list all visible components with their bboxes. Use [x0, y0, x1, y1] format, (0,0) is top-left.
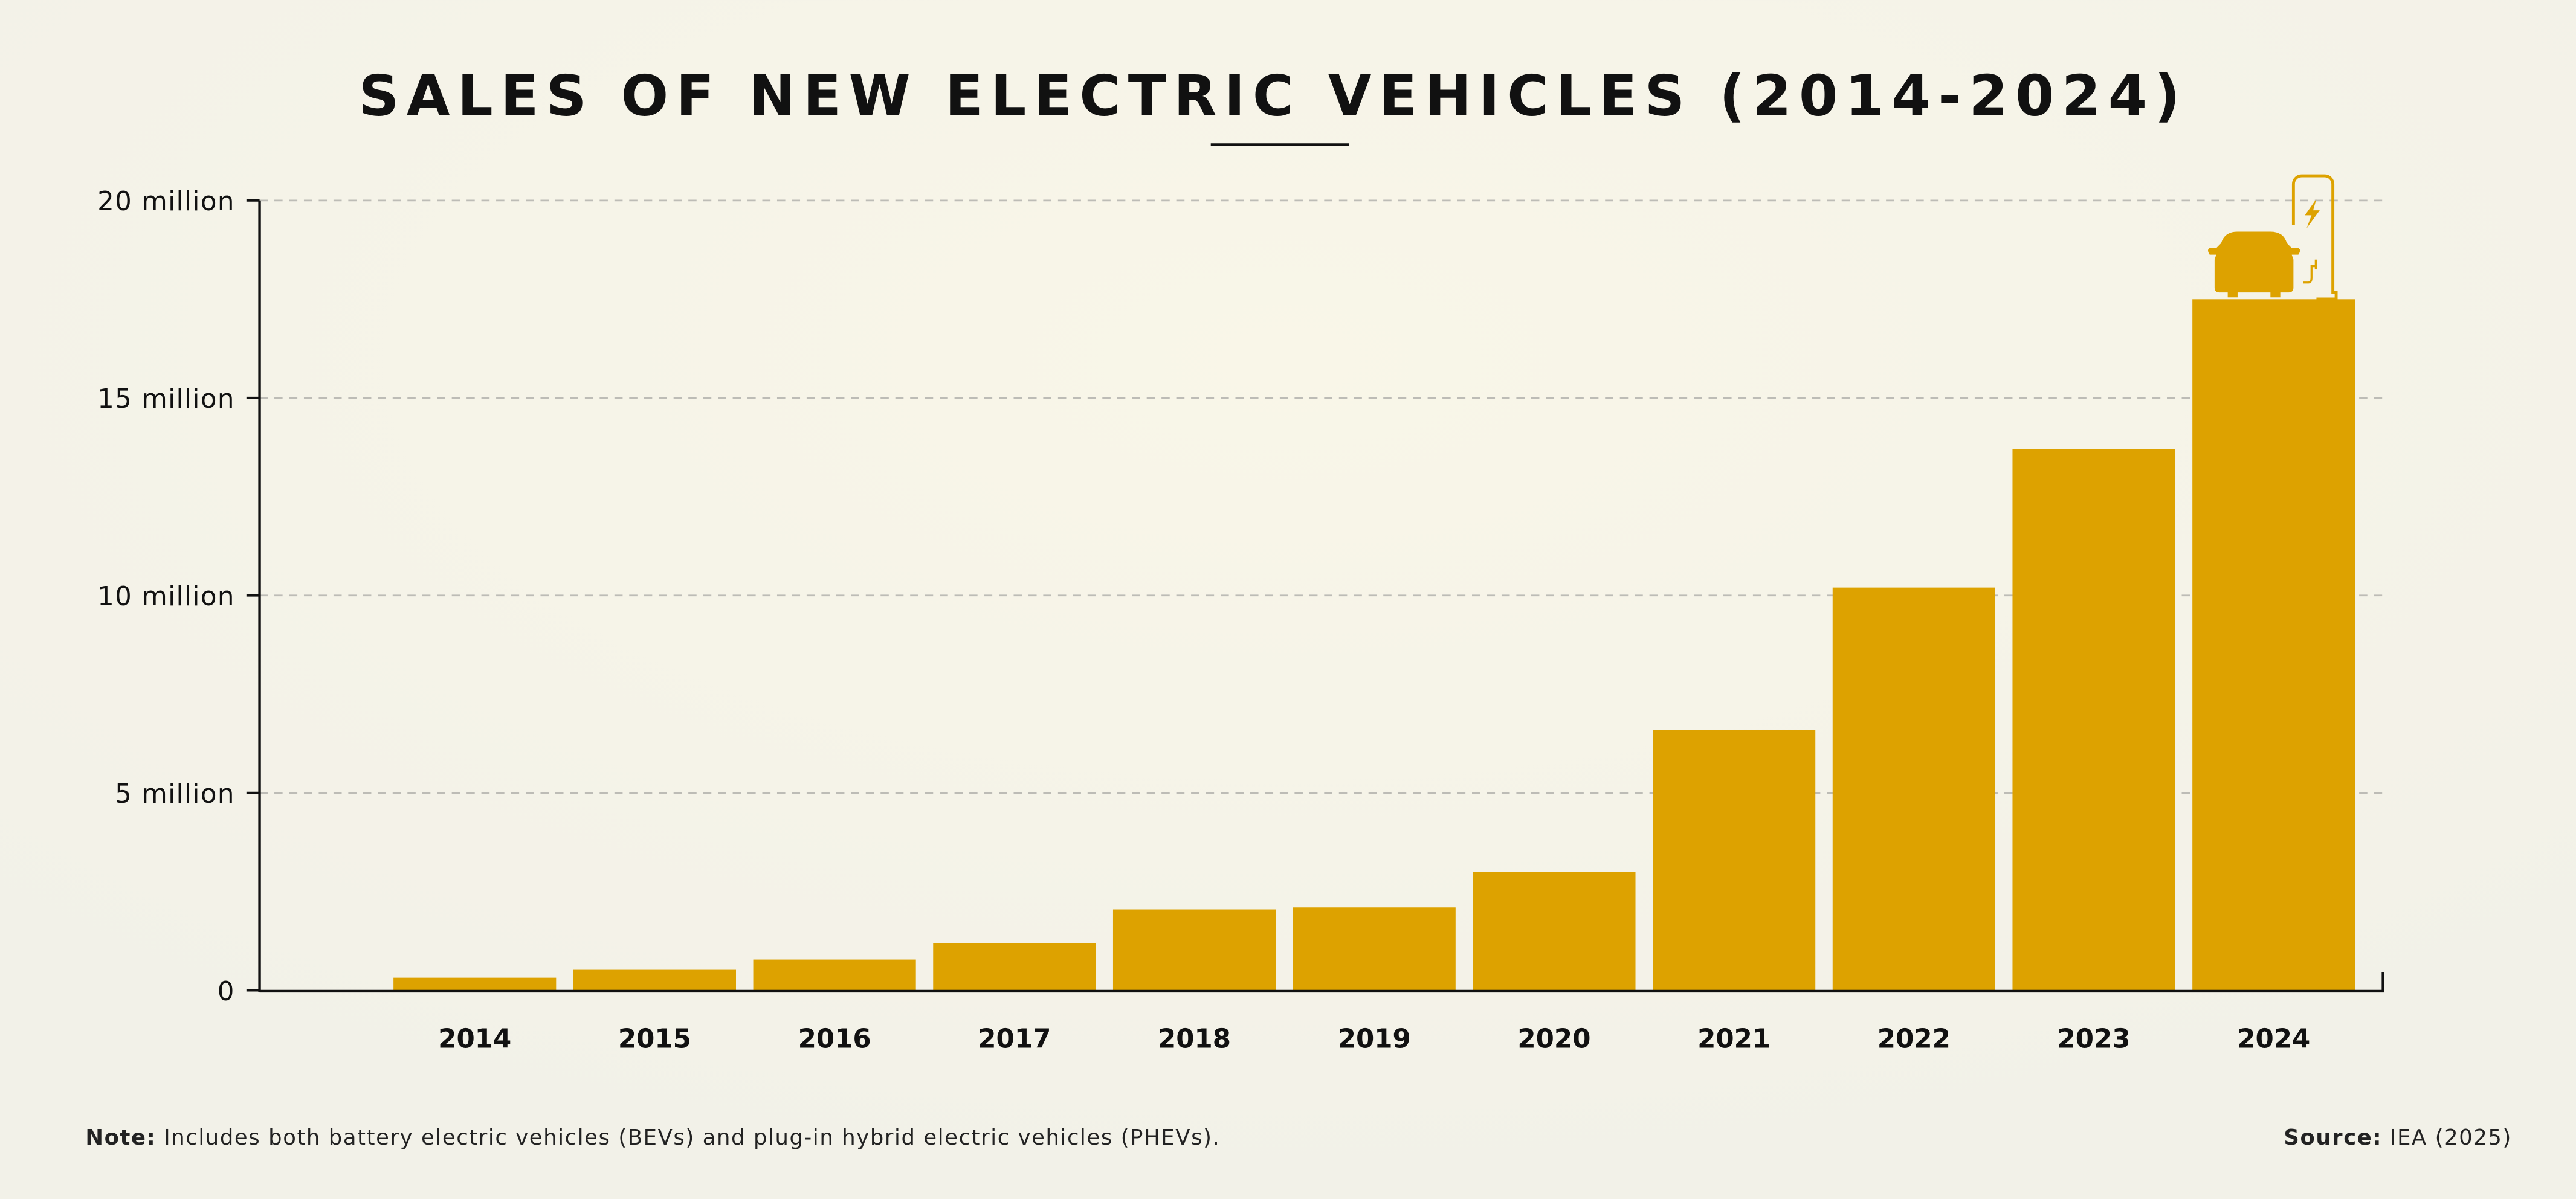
x-tick-label: 2015 — [618, 1024, 691, 1055]
source-text: IEA (2025) — [2382, 1125, 2512, 1150]
car-charging-station-icon — [2208, 174, 2338, 301]
bar-2023 — [2012, 449, 2175, 991]
chart-title: SALES OF NEW ELECTRIC VEHICLES (2014-202… — [359, 63, 2187, 128]
bar-2015 — [573, 969, 736, 991]
bar-2022 — [1832, 587, 1995, 991]
y-tick-label: 20 million — [97, 187, 235, 217]
bar-2019 — [1293, 907, 1456, 991]
bar-2018 — [1112, 909, 1276, 991]
x-tick-label: 2023 — [2058, 1024, 2131, 1055]
bar-2020 — [1473, 872, 1636, 991]
x-tick-label: 2020 — [1517, 1024, 1590, 1055]
x-tick-label: 2021 — [1697, 1024, 1771, 1055]
x-tick-label: 2024 — [2237, 1024, 2310, 1055]
x-tick-label: 2017 — [978, 1024, 1051, 1055]
source: Source: IEA (2025) — [2284, 1125, 2512, 1150]
footnote: Note: Includes both battery electric veh… — [85, 1125, 1220, 1150]
x-tick-label: 2016 — [798, 1024, 871, 1055]
y-tick-label: 10 million — [97, 582, 235, 612]
y-tick-label: 15 million — [97, 384, 235, 414]
bar-2024 — [2192, 299, 2355, 991]
source-label: Source: — [2284, 1125, 2382, 1150]
y-tick-label: 0 — [218, 977, 235, 1007]
note-text: Includes both battery electric vehicles … — [156, 1125, 1220, 1150]
y-tick-label: 5 million — [115, 779, 235, 809]
bar-2021 — [1653, 730, 1816, 991]
bar-2014 — [393, 977, 557, 991]
bar-2016 — [753, 959, 916, 991]
bar-2017 — [933, 943, 1096, 991]
x-tick-label: 2019 — [1338, 1024, 1411, 1055]
x-tick-label: 2014 — [438, 1024, 511, 1055]
x-tick-label: 2018 — [1158, 1024, 1231, 1055]
x-tick-label: 2022 — [1877, 1024, 1951, 1055]
note-label: Note: — [85, 1125, 156, 1150]
